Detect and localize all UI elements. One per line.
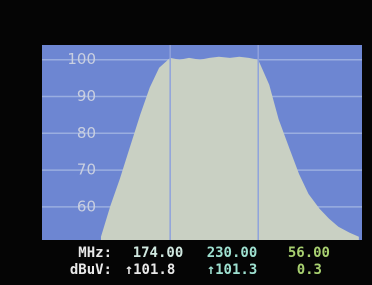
y-tick-label: 60 [77,197,96,215]
freq-label: MHz: [78,245,112,261]
delta-readout: 0.3 [297,262,322,278]
span-readout: 56.00 [288,245,330,261]
marker-readout: 174.00 [133,245,184,261]
level-readout: ↑101.3 [207,262,258,278]
level-readout: ↑101.8 [125,262,176,278]
y-tick-label: 90 [77,87,96,105]
level-label: dBuV: [70,262,112,278]
y-tick-label: 80 [77,124,96,142]
page: {"chart_data": {"type": "area", "x": [13… [0,0,372,285]
screen-photo: 60 70 80 90 100 MHz: 56.00 dBuV: ↑101.8 ↑101… [0,0,372,285]
marker-readout: 230.00 [207,245,258,261]
y-tick-label: 100 [67,50,96,68]
y-tick-label: 70 [77,161,96,179]
